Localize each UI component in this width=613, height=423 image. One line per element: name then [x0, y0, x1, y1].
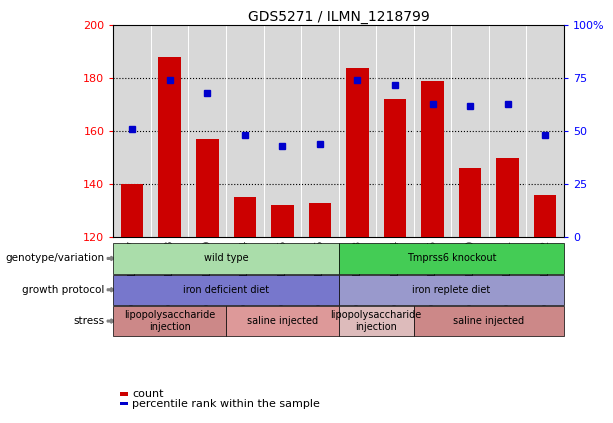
Text: iron deficient diet: iron deficient diet: [183, 285, 269, 295]
Text: Tmprss6 knockout: Tmprss6 knockout: [406, 253, 496, 264]
Text: count: count: [132, 389, 164, 399]
Bar: [534, 195, 557, 237]
Bar: [497, 157, 519, 237]
Bar: [459, 168, 481, 237]
Bar: [346, 68, 369, 237]
Bar: [384, 99, 406, 237]
Bar: [271, 205, 294, 237]
Text: lipopolysaccharide
injection: lipopolysaccharide injection: [124, 310, 215, 332]
Text: percentile rank within the sample: percentile rank within the sample: [132, 398, 320, 409]
Bar: [234, 197, 256, 237]
Bar: [196, 139, 219, 237]
Text: iron replete diet: iron replete diet: [412, 285, 490, 295]
Text: growth protocol: growth protocol: [22, 285, 104, 295]
Bar: [158, 57, 181, 237]
Text: saline injected: saline injected: [247, 316, 318, 326]
Bar: [308, 203, 331, 237]
Text: lipopolysaccharide
injection: lipopolysaccharide injection: [330, 310, 422, 332]
Text: stress: stress: [73, 316, 104, 326]
Text: genotype/variation: genotype/variation: [5, 253, 104, 264]
Text: saline injected: saline injected: [453, 316, 525, 326]
Bar: [421, 81, 444, 237]
Bar: [121, 184, 143, 237]
Text: wild type: wild type: [204, 253, 248, 264]
Title: GDS5271 / ILMN_1218799: GDS5271 / ILMN_1218799: [248, 10, 430, 25]
